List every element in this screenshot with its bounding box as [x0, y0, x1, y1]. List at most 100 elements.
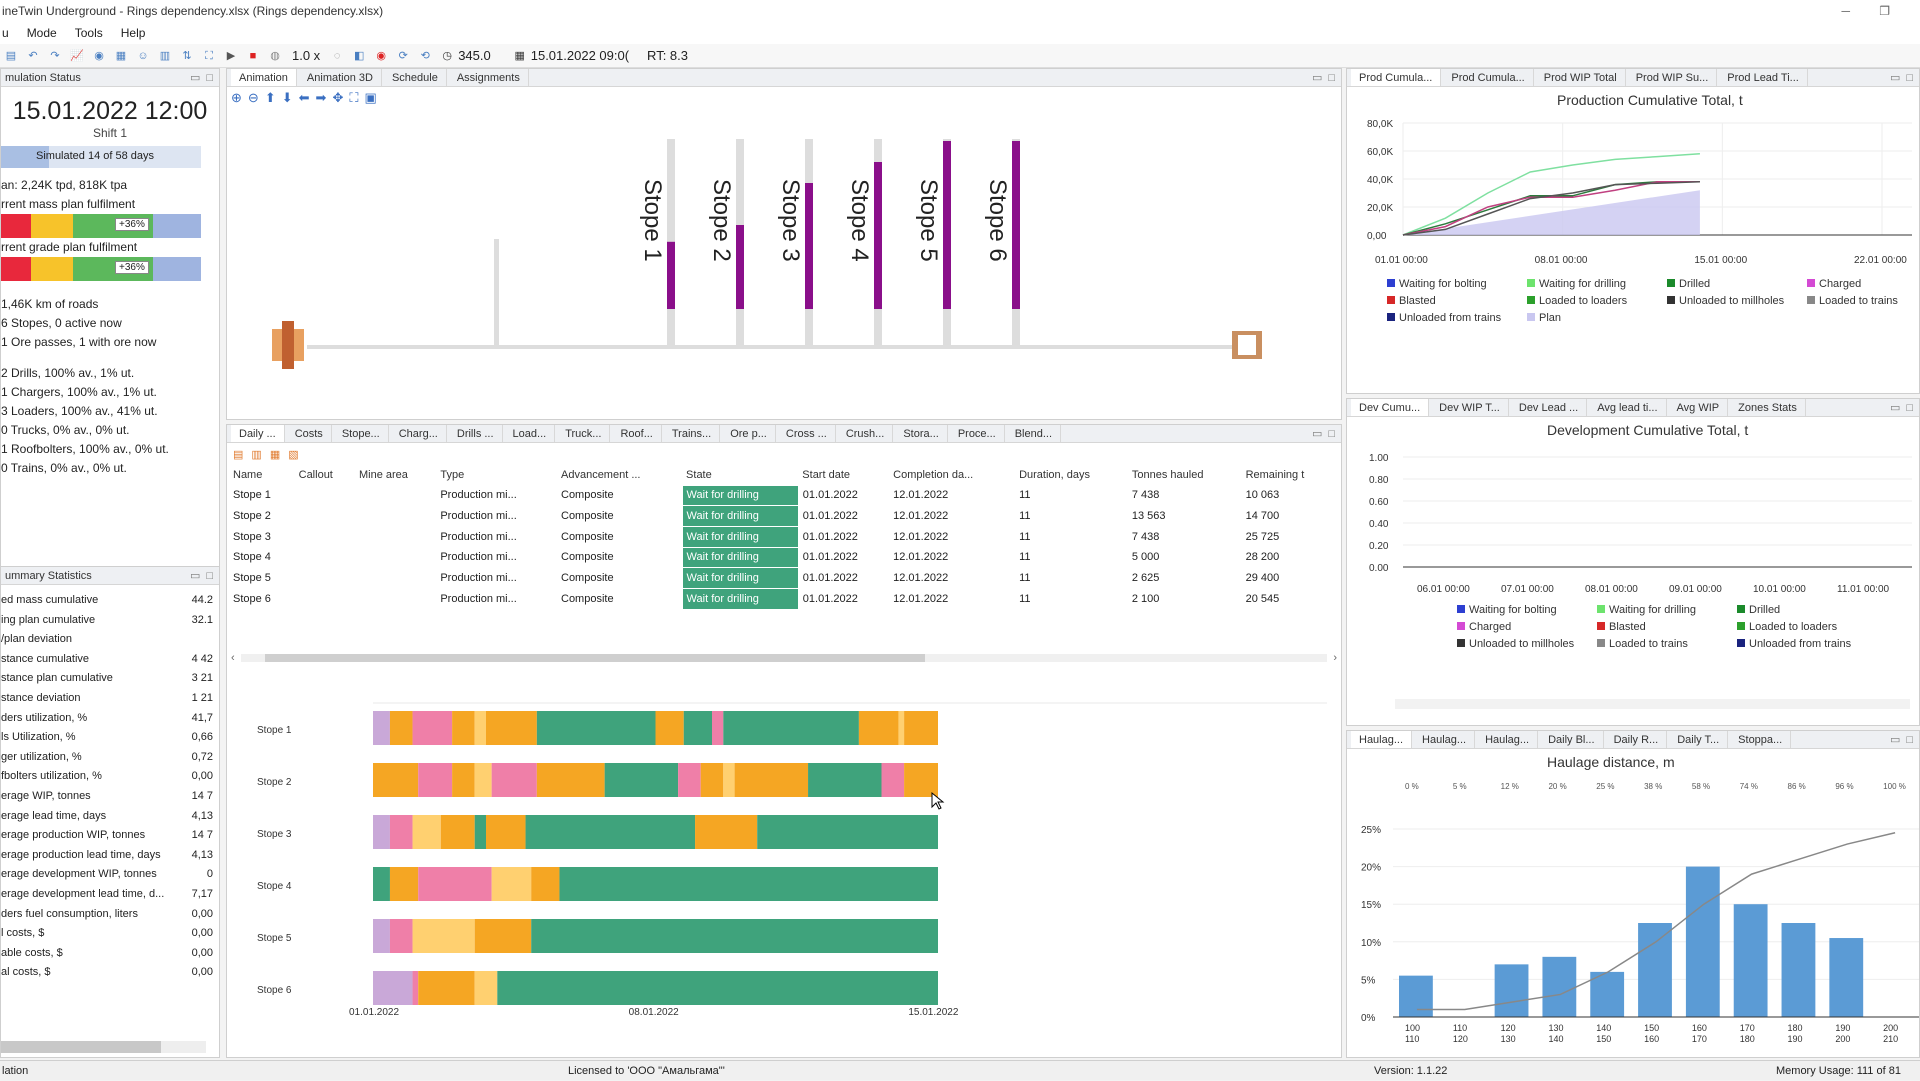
legend-item[interactable]: Waiting for bolting: [1387, 278, 1487, 290]
gantt-segment[interactable]: [536, 763, 605, 797]
tab-ore-p[interactable]: Ore p...: [722, 425, 776, 442]
gantt-segment[interactable]: [474, 711, 486, 745]
gantt-segment[interactable]: [881, 763, 905, 797]
gantt-segment[interactable]: [695, 815, 758, 849]
zoom-in-icon[interactable]: ⊕: [231, 90, 242, 105]
column-header[interactable]: Name: [233, 469, 263, 481]
stope-5[interactable]: Stope 5: [915, 139, 951, 349]
gantt-segment[interactable]: [474, 971, 498, 1005]
table-row[interactable]: Stope 3 Production mi... Composite Wait for…: [229, 525, 1337, 548]
summary-row[interactable]: stance deviation 1 21: [1, 689, 219, 709]
gantt-segment[interactable]: [808, 763, 882, 797]
gantt-segment[interactable]: [904, 711, 938, 745]
flow-icon[interactable]: ⇅: [182, 49, 192, 62]
minimize-icon[interactable]: ▭: [1889, 734, 1901, 746]
chart-scrollbar[interactable]: [1395, 699, 1910, 709]
gantt-segment[interactable]: [474, 919, 532, 953]
speed-value[interactable]: 1.0 x: [292, 48, 321, 63]
gantt-segment[interactable]: [418, 971, 475, 1005]
legend-item[interactable]: Charged: [1807, 278, 1861, 290]
zoom-out-icon[interactable]: ⊖: [247, 90, 259, 105]
gantt-segment[interactable]: [389, 815, 413, 849]
gantt-segment[interactable]: [491, 763, 537, 797]
legend-item[interactable]: Blasted: [1597, 621, 1646, 633]
maximize-icon[interactable]: □: [1328, 428, 1335, 440]
network-icon[interactable]: ⛶: [205, 49, 213, 62]
step-icon[interactable]: ◧: [353, 49, 365, 62]
tab-prod-cumula[interactable]: Prod Cumula...: [1443, 69, 1534, 86]
summary-row[interactable]: al costs, $ 0,00: [1, 963, 219, 983]
refresh-icon[interactable]: ⟳: [398, 49, 408, 62]
tab-stora[interactable]: Stora...: [895, 425, 948, 442]
table-icon[interactable]: ▥: [159, 49, 171, 62]
menu-item-mode[interactable]: Mode: [26, 26, 57, 40]
tab-avg-lead-ti[interactable]: Avg lead ti...: [1589, 399, 1667, 416]
tab-daily-r[interactable]: Daily R...: [1606, 731, 1668, 748]
minimize-icon[interactable]: ▭: [189, 570, 201, 582]
maximize-icon[interactable]: □: [1328, 72, 1335, 84]
legend-item[interactable]: Unloaded to millholes: [1457, 638, 1575, 650]
tab-prod-lead-ti[interactable]: Prod Lead Ti...: [1719, 69, 1808, 86]
gantt-segment[interactable]: [486, 815, 526, 849]
tab-cross[interactable]: Cross ...: [778, 425, 836, 442]
table-row[interactable]: Stope 1 Production mi... Composite Wait for…: [229, 484, 1337, 507]
legend-item[interactable]: Loaded to trains: [1597, 638, 1688, 650]
stope-3[interactable]: Stope 3: [777, 139, 813, 349]
summary-row[interactable]: erage development WIP, tonnes 0: [1, 865, 219, 885]
gantt-segment[interactable]: [389, 919, 413, 953]
datetime-value[interactable]: 15.01.2022 09:0(: [530, 48, 630, 63]
stope-4[interactable]: Stope 4: [846, 139, 882, 349]
summary-row[interactable]: erage WIP, tonnes 14 7: [1, 787, 219, 807]
legend-item[interactable]: Unloaded from trains: [1737, 638, 1852, 650]
summary-row[interactable]: erage lead time, days 4,13: [1, 807, 219, 827]
haulage-bar[interactable]: [1638, 923, 1672, 1017]
haulage-distance-chart[interactable]: Haulage distance, m0%5%10%15%20%25%10011…: [1347, 749, 1919, 1057]
summary-row[interactable]: ed mass cumulative 44.2: [1, 591, 219, 611]
menu-item-tools[interactable]: Tools: [74, 26, 103, 40]
tab-dev-cumu[interactable]: Dev Cumu...: [1351, 399, 1430, 416]
gantt-segment[interactable]: [858, 711, 899, 745]
table-row[interactable]: Stope 6 Production mi... Composite Wait for…: [229, 587, 1337, 610]
summary-row[interactable]: erage production WIP, tonnes 14 7: [1, 826, 219, 846]
tab-crush[interactable]: Crush...: [838, 425, 894, 442]
gantt-segment[interactable]: [531, 867, 560, 901]
gantt-segment[interactable]: [712, 711, 724, 745]
stope-6[interactable]: Stope 6: [984, 139, 1020, 349]
undo-icon[interactable]: ↶: [28, 49, 38, 62]
summary-row[interactable]: ls Utilization, % 0,66: [1, 728, 219, 748]
pan-icon[interactable]: ✥: [332, 90, 344, 105]
gantt-segment[interactable]: [373, 919, 390, 953]
production-cumulative-chart[interactable]: Production Cumulative Total, t 0,00 20,0K 4…: [1347, 87, 1919, 393]
maximize-icon[interactable]: □: [1906, 402, 1913, 414]
development-cumulative-chart[interactable]: Development Cumulative Total, t 0.00 0.20 0…: [1347, 417, 1919, 725]
tab-prod-wip-total[interactable]: Prod WIP Total: [1536, 69, 1626, 86]
gantt-segment[interactable]: [452, 763, 475, 797]
gantt-segment[interactable]: [389, 711, 413, 745]
summary-row[interactable]: fbolters utilization, % 0,00: [1, 767, 219, 787]
summary-row[interactable]: ders fuel consumption, liters 0,00: [1, 905, 219, 925]
gantt-segment[interactable]: [525, 815, 696, 849]
gantt-segment[interactable]: [683, 711, 712, 745]
summary-row[interactable]: l costs, $ 0,00: [1, 924, 219, 944]
tab-truck[interactable]: Truck...: [557, 425, 611, 442]
tab-proce[interactable]: Proce...: [950, 425, 1005, 442]
maximize-icon[interactable]: □: [206, 570, 213, 582]
right-icon[interactable]: ➡: [315, 90, 327, 105]
chart-icon[interactable]: 📈: [70, 49, 84, 62]
summary-row[interactable]: stance cumulative 4 42: [1, 650, 219, 670]
gantt-segment[interactable]: [723, 711, 859, 745]
summary-row[interactable]: able costs, $ 0,00: [1, 944, 219, 964]
tab-costs[interactable]: Costs: [287, 425, 332, 442]
gantt-segment[interactable]: [604, 763, 679, 797]
pause-icon[interactable]: ◍: [270, 49, 280, 62]
summary-scrollbar[interactable]: [1, 1041, 206, 1053]
tab-stope[interactable]: Stope...: [334, 425, 389, 442]
gantt-chart[interactable]: Stope 1 Stope 2 Stope 3 Stope 4 Stope 5 Stope…: [227, 685, 1341, 1025]
summary-row[interactable]: erage development lead time, d... 7,17: [1, 885, 219, 905]
legend-item[interactable]: Blasted: [1387, 295, 1436, 307]
tab-prod-wip-su[interactable]: Prod WIP Su...: [1628, 69, 1718, 86]
gantt-segment[interactable]: [418, 867, 492, 901]
legend-item[interactable]: Drilled: [1667, 278, 1710, 290]
tab-stoppa[interactable]: Stoppa...: [1730, 731, 1792, 748]
gantt-segment[interactable]: [474, 763, 492, 797]
